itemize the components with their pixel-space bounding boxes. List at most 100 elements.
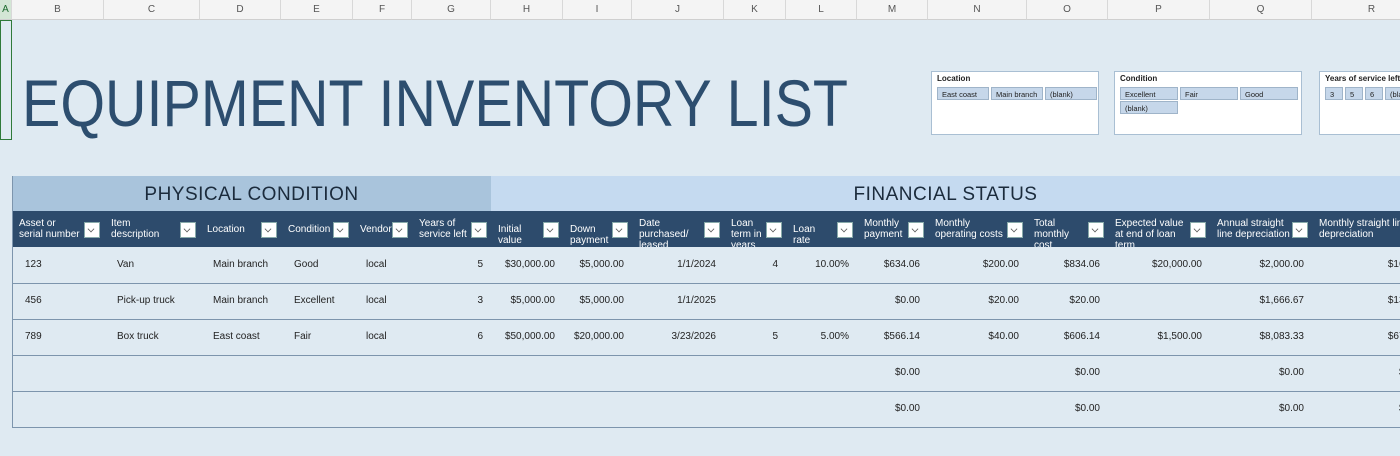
slicer: Condition Excellent Fair Good (blank) [1114, 71, 1302, 135]
table-cell: $1,666.67 [1259, 295, 1305, 306]
header-text: Initial value [498, 224, 522, 246]
column-letter[interactable]: E [281, 0, 353, 20]
column-header: Loan term in years [724, 211, 786, 247]
slicer-item[interactable]: (blank) [1045, 87, 1097, 100]
header-text: Monthly straight line depreciation [1319, 218, 1400, 240]
column-header: Initial value [491, 211, 563, 247]
slicer-item[interactable]: 6 [1365, 87, 1383, 100]
column-header: Item description [104, 211, 200, 247]
slicer-item[interactable]: (blank) [1385, 87, 1400, 100]
header-text: Item description [111, 218, 160, 240]
table-cell: 456 [25, 295, 42, 306]
header-text: Loan rate [793, 224, 816, 246]
table-cell: $0.00 [1278, 367, 1304, 378]
slicer: Location East coast Main branch (blank) [931, 71, 1099, 135]
column-letter[interactable]: P [1108, 0, 1210, 20]
column-letter[interactable]: Q [1210, 0, 1312, 20]
filter-dropdown[interactable] [704, 222, 720, 238]
table-cell: local [366, 331, 387, 342]
table-cell: $0.00 [894, 295, 920, 306]
slicer-item[interactable]: Good [1240, 87, 1298, 100]
table-cell: East coast [213, 331, 260, 342]
column-letter[interactable]: A [0, 0, 12, 20]
table-left-border [12, 176, 13, 427]
slicer-item[interactable]: Fair [1180, 87, 1238, 100]
table-cell: Pick-up truck [117, 295, 175, 306]
sheet-title: EQUIPMENT INVENTORY LIST [22, 66, 848, 140]
column-letter[interactable]: I [563, 0, 632, 20]
column-header: Down payment [563, 211, 632, 247]
slicer-item[interactable]: 3 [1325, 87, 1343, 100]
filter-dropdown[interactable] [837, 222, 853, 238]
column-letter[interactable]: L [786, 0, 857, 20]
filter-dropdown[interactable] [471, 222, 487, 238]
column-letter[interactable]: R [1312, 0, 1400, 20]
filter-dropdown[interactable] [180, 222, 196, 238]
table-cell: 1/1/2024 [677, 259, 716, 270]
table-cell: Main branch [213, 295, 269, 306]
row-border [12, 427, 1400, 428]
slicer-item[interactable]: 5 [1345, 87, 1363, 100]
filter-dropdown[interactable] [1292, 222, 1308, 238]
table-cell: $0.00 [1312, 391, 1400, 427]
column-header: Condition [281, 211, 353, 247]
table-cell: $20.00 [1069, 295, 1100, 306]
filter-dropdown[interactable] [766, 222, 782, 238]
column-header: Location [200, 211, 281, 247]
title-svg: EQUIPMENT INVENTORY LIST [22, 66, 848, 140]
table-cell: 10.00% [815, 259, 849, 270]
header-text: Vendor [360, 224, 392, 235]
filter-dropdown[interactable] [1088, 222, 1104, 238]
column-letter[interactable]: G [412, 0, 491, 20]
column-letter[interactable]: F [353, 0, 412, 20]
column-letter[interactable]: M [857, 0, 928, 20]
filter-dropdown[interactable] [1190, 222, 1206, 238]
row-border [12, 391, 1400, 392]
column-header: Asset or serial number [12, 211, 104, 247]
column-letter[interactable]: D [200, 0, 281, 20]
slicer-item[interactable]: Main branch [991, 87, 1043, 100]
column-header: Date purchased/ leased [632, 211, 724, 247]
header-text: Monthly payment [864, 218, 903, 240]
table-cell: $606.14 [1063, 331, 1100, 342]
filter-dropdown[interactable] [333, 222, 349, 238]
slicer-item[interactable]: Excellent [1120, 87, 1178, 100]
column-letter[interactable]: C [104, 0, 200, 20]
filter-dropdown[interactable] [908, 222, 924, 238]
table-cell: 3 [477, 295, 483, 306]
header-text: Location [207, 224, 245, 235]
table-cell: $166.67 [1387, 259, 1400, 270]
table-cell: 789 [25, 331, 42, 342]
slicer-item[interactable]: East coast [937, 87, 989, 100]
table-cell: Fair [294, 331, 312, 342]
header-text: Total monthly cost [1034, 218, 1070, 247]
table-cell: $5,000.00 [579, 259, 625, 270]
table-cell: $138.89 [1387, 295, 1400, 306]
section-header: PHYSICAL CONDITION [12, 176, 491, 211]
column-letter[interactable]: K [724, 0, 786, 20]
filter-dropdown[interactable] [543, 222, 559, 238]
column-header: Vendor [353, 211, 412, 247]
slicer-item[interactable]: (blank) [1120, 101, 1178, 114]
table-cell: 5 [772, 331, 778, 342]
column-letter[interactable]: H [491, 0, 563, 20]
column-letter[interactable]: B [12, 0, 104, 20]
filter-dropdown[interactable] [84, 222, 100, 238]
selected-cell[interactable] [0, 20, 12, 140]
column-letter[interactable]: O [1027, 0, 1108, 20]
filter-dropdown[interactable] [261, 222, 277, 238]
filter-dropdown[interactable] [392, 222, 408, 238]
header-text: Date purchased/ leased [639, 218, 689, 247]
filter-dropdown[interactable] [612, 222, 628, 238]
filter-dropdown[interactable] [1007, 222, 1023, 238]
table-cell: 5 [477, 259, 483, 270]
column-letter[interactable]: N [928, 0, 1027, 20]
table-cell: $20,000.00 [1151, 259, 1202, 270]
column-header: Monthly operating costs [928, 211, 1027, 247]
header-text: Condition [288, 224, 331, 235]
column-letter[interactable]: J [632, 0, 724, 20]
section-header: FINANCIAL STATUS [491, 176, 1400, 211]
table-cell: local [366, 295, 387, 306]
table-cell: $0.00 [1312, 355, 1400, 391]
